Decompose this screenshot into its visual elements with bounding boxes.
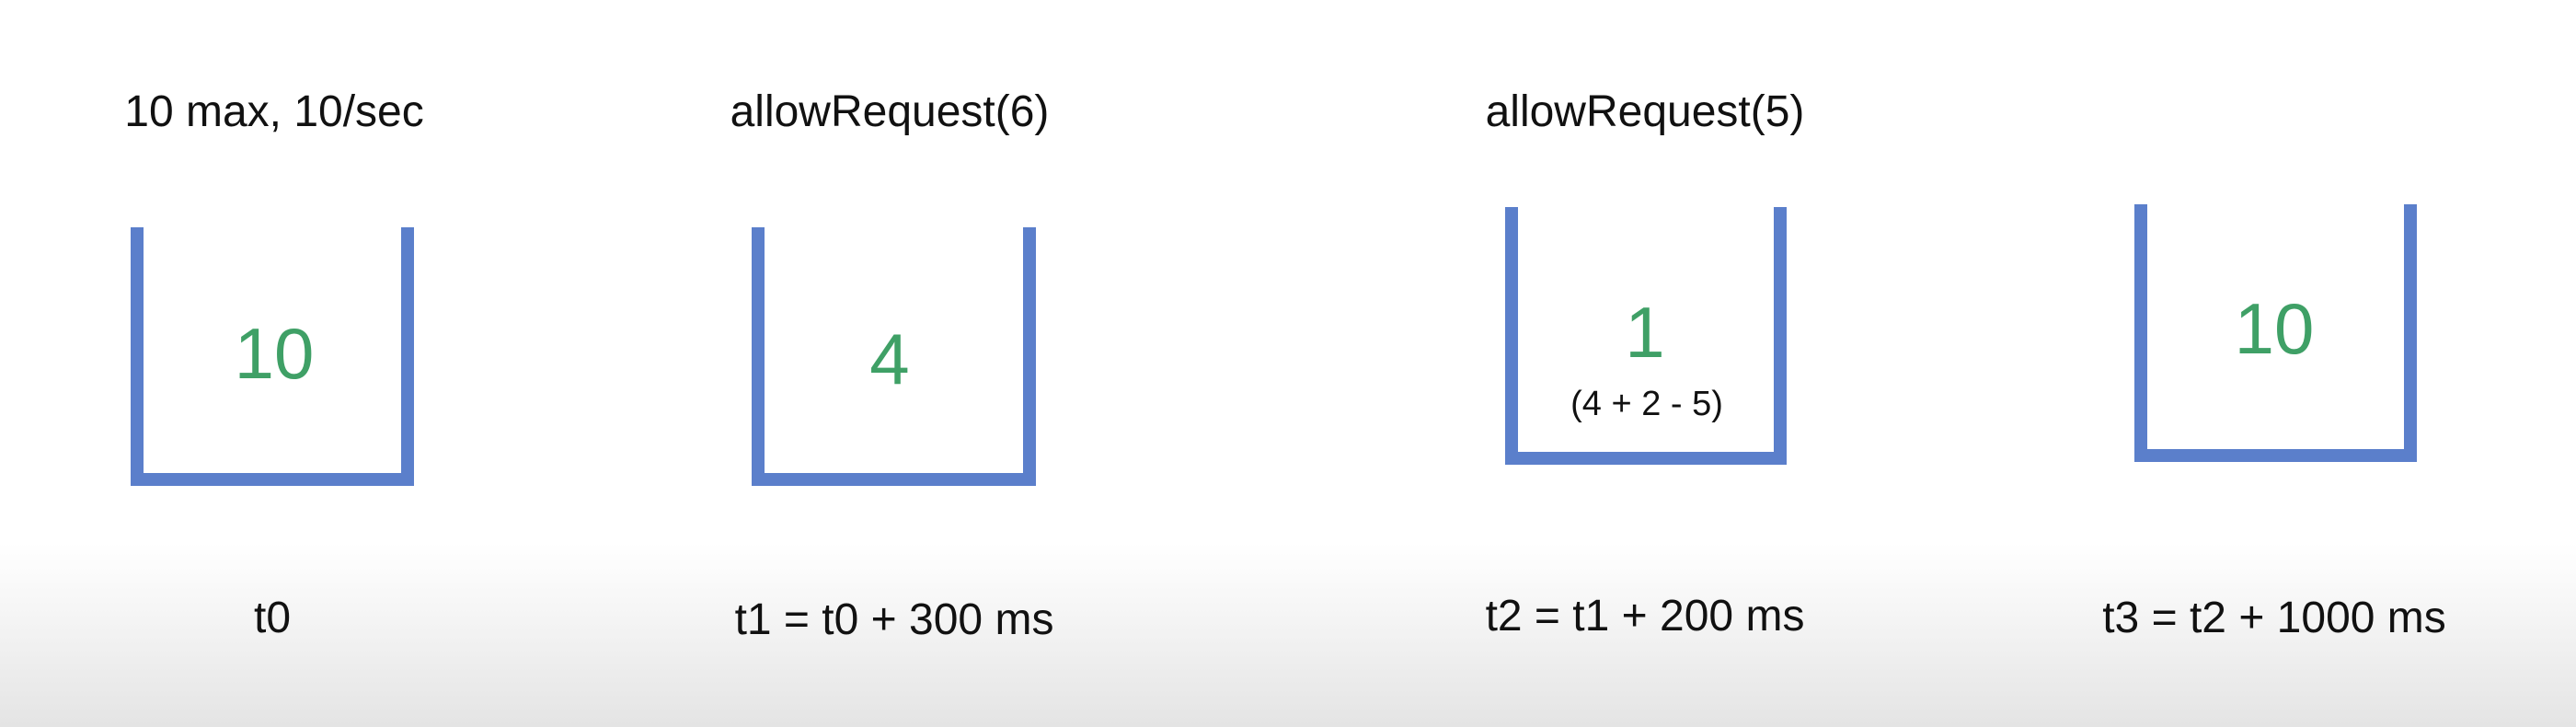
bucket-2-tokens: 1 (1625, 292, 1665, 373)
step-1-title: allowRequest(6) (730, 87, 1050, 136)
bucket-0-tokens: 10 (234, 313, 315, 394)
bucket-3 (2134, 204, 2417, 462)
step-1-time: t1 = t0 + 300 ms (734, 595, 1054, 644)
step-3-time: t3 = t2 + 1000 ms (2102, 594, 2446, 642)
bucket-3-tokens: 10 (2234, 288, 2315, 369)
step-2-time: t2 = t1 + 200 ms (1485, 592, 1805, 640)
bucket-1-tokens: 4 (869, 318, 910, 399)
step-0-title: 10 max, 10/sec (124, 87, 424, 136)
bucket-2-calculation: (4 + 2 - 5) (1570, 385, 1723, 423)
step-2-title: allowRequest(5) (1485, 87, 1805, 136)
bucket-0 (131, 227, 414, 486)
bucket-2 (1505, 207, 1787, 465)
step-0-time: t0 (253, 594, 292, 642)
bucket-1 (752, 227, 1036, 486)
